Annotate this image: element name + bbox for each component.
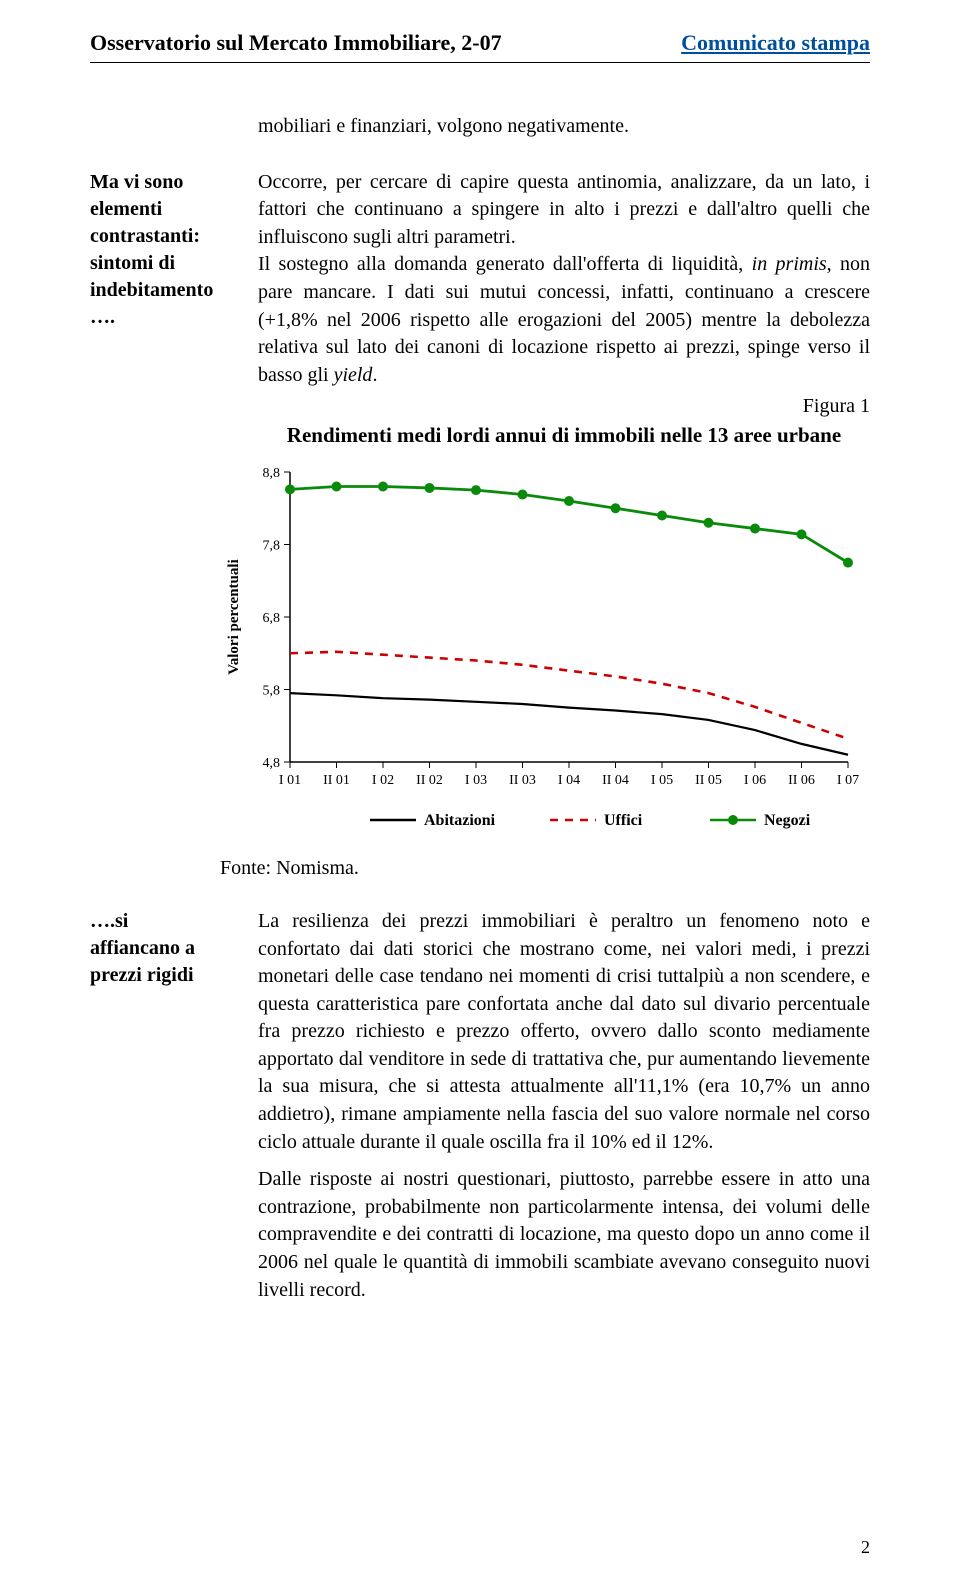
header-left: Osservatorio sul Mercato Immobiliare, 2-… [90, 30, 502, 56]
sidenote-line: sintomi di [90, 250, 240, 277]
figure-source: Fonte: Nomisma. [220, 857, 870, 880]
svg-text:Abitazioni: Abitazioni [424, 812, 496, 829]
header-right: Comunicato stampa [681, 30, 870, 56]
body-2: La resilienza dei prezzi immobiliari è p… [258, 908, 870, 1304]
body-1a: Occorre, per cercare di capire questa an… [258, 171, 870, 248]
svg-text:II 04: II 04 [602, 773, 629, 788]
svg-text:I 04: I 04 [558, 773, 580, 788]
svg-text:II 01: II 01 [323, 773, 350, 788]
svg-text:II 05: II 05 [695, 773, 722, 788]
body-2a: La resilienza dei prezzi immobiliari è p… [258, 908, 870, 1156]
svg-text:II 03: II 03 [509, 773, 536, 788]
svg-text:II 06: II 06 [788, 773, 815, 788]
body-1b-italic: in primis [752, 253, 827, 275]
section-1: Ma vi sono elementi contrastanti: sintom… [90, 169, 870, 458]
body-1: Occorre, per cercare di capire questa an… [258, 169, 870, 458]
sidenote-line: elementi [90, 196, 240, 223]
section-2: ….si affiancano a prezzi rigidi La resil… [90, 908, 870, 1304]
body-1b-end: . [372, 364, 377, 386]
header-rule [90, 62, 870, 63]
svg-text:Negozi: Negozi [764, 812, 811, 829]
sidenote-line: prezzi rigidi [90, 962, 240, 989]
body-1b-italic2: yield [334, 364, 373, 386]
sidenote-line: Ma vi sono [90, 169, 240, 196]
figure-1-chart: 4,8 5,8 6,8 7,8 8,8 I 01 II 01 I 02 II 02 I 03 II … [220, 462, 870, 847]
sidenote-line: …. [90, 304, 240, 331]
svg-text:8,8: 8,8 [263, 466, 281, 481]
line-chart-svg: 4,8 5,8 6,8 7,8 8,8 I 01 II 01 I 02 II 02 I 03 II … [220, 462, 860, 842]
svg-text:5,8: 5,8 [263, 683, 281, 698]
figure-title: Rendimenti medi lordi annui di immobili … [258, 421, 870, 450]
sidenote-line: indebitamento [90, 277, 240, 304]
page-header: Osservatorio sul Mercato Immobiliare, 2-… [90, 30, 870, 56]
svg-text:Valori percentuali: Valori percentuali [226, 559, 242, 674]
sidenote-1: Ma vi sono elementi contrastanti: sintom… [90, 169, 240, 458]
svg-text:7,8: 7,8 [263, 538, 281, 553]
page-number: 2 [861, 1537, 870, 1558]
svg-text:I 05: I 05 [651, 773, 673, 788]
svg-text:I 01: I 01 [279, 773, 301, 788]
sidenote-2: ….si affiancano a prezzi rigidi [90, 908, 240, 1304]
svg-text:II 02: II 02 [416, 773, 443, 788]
figure-label: Figura 1 [258, 393, 870, 421]
sidenote-line: contrastanti: [90, 223, 240, 250]
svg-text:6,8: 6,8 [263, 611, 281, 626]
body-1b-pre: Il sostegno alla domanda generato dall'o… [258, 253, 752, 275]
sidenote-line: affiancano a [90, 935, 240, 962]
svg-text:4,8: 4,8 [263, 756, 281, 771]
svg-text:I 03: I 03 [465, 773, 487, 788]
body-2b: Dalle risposte ai nostri questionari, pi… [258, 1166, 870, 1304]
svg-text:Uffici: Uffici [604, 812, 643, 829]
svg-text:I 06: I 06 [744, 773, 766, 788]
intro-paragraph: mobiliari e finanziari, volgono negativa… [258, 113, 870, 141]
sidenote-line: ….si [90, 908, 240, 935]
svg-text:I 07: I 07 [837, 773, 859, 788]
svg-text:I 02: I 02 [372, 773, 394, 788]
